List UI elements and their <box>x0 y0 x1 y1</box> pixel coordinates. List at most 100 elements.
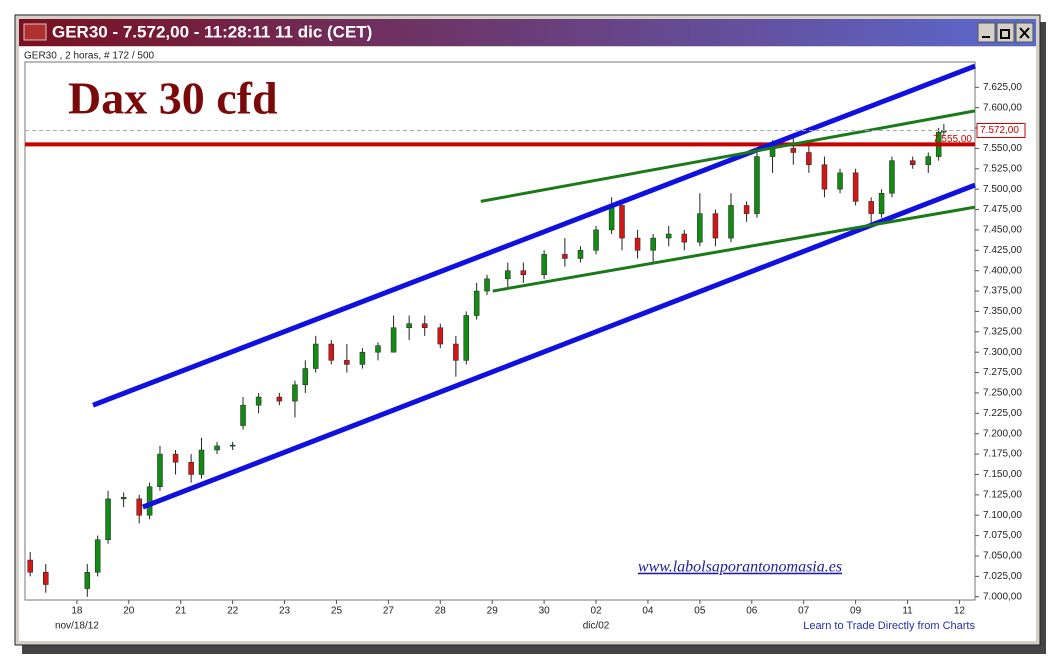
y-tick-label: 7.450,00 <box>983 225 1022 236</box>
x-tick-label: 07 <box>798 606 810 617</box>
candle-body <box>375 345 381 353</box>
trend-line <box>92 63 976 408</box>
x-tick-label: 23 <box>279 606 291 617</box>
candle-body <box>453 343 459 361</box>
candle-body <box>790 148 797 153</box>
candle-body <box>240 404 246 426</box>
y-tick-label: 7.525,00 <box>983 163 1022 174</box>
candle-body <box>390 327 397 353</box>
candle-body <box>328 343 335 361</box>
trend-line <box>480 109 976 203</box>
y-tick-label: 7.400,00 <box>983 265 1022 276</box>
candle-body <box>344 360 350 365</box>
candle-body <box>27 559 33 573</box>
footer-link[interactable]: Learn to Trade Directly from Charts <box>803 620 975 632</box>
y-tick-label: 7.275,00 <box>983 367 1022 378</box>
candle-body <box>619 205 625 239</box>
candle-body <box>136 498 142 516</box>
x-tick-label: 11 <box>902 606 913 617</box>
candle-body <box>505 270 511 280</box>
candle-body <box>681 233 688 243</box>
candle-body <box>754 156 760 214</box>
window-title: GER30 - 7.572,00 - 11:28:11 11 dic (CET) <box>52 22 372 41</box>
candle-body <box>473 290 480 316</box>
candle-body <box>255 396 262 406</box>
candle-body <box>743 205 750 214</box>
y-tick-label: 7.375,00 <box>983 286 1022 297</box>
candle-body <box>889 160 895 194</box>
minimize-button[interactable] <box>977 22 996 43</box>
candle-body <box>359 351 366 365</box>
y-tick-label: 7.550,00 <box>983 143 1022 154</box>
x-tick-label: 09 <box>850 606 862 617</box>
candle-body <box>302 368 309 386</box>
candle-body <box>562 254 568 259</box>
x-tick-label: 30 <box>539 606 551 617</box>
y-tick-label: 7.125,00 <box>983 489 1022 500</box>
y-tick-label: 7.200,00 <box>983 428 1022 439</box>
price-line-label: 7.555,00 <box>933 134 972 145</box>
candle-body <box>909 160 916 165</box>
candle-body <box>437 327 444 345</box>
y-tick-label: 7.300,00 <box>983 347 1022 358</box>
x-tick-label: 22 <box>227 606 239 617</box>
candle-body <box>728 205 734 239</box>
candle-body <box>172 453 179 463</box>
x-tick-label: 27 <box>383 606 395 617</box>
y-tick-label: 7.250,00 <box>983 388 1022 399</box>
candle-body <box>697 213 703 243</box>
candle-body <box>463 315 470 361</box>
x-tick-label: 06 <box>746 606 758 617</box>
window-button-icons <box>982 27 1030 39</box>
chart-area <box>19 47 1036 641</box>
plot: 7.000,00 7.025,00 7.050,00 7.075,00 7.100,00… <box>25 63 1026 632</box>
title-bar <box>19 19 1036 46</box>
candle-body <box>421 323 428 328</box>
plot-frame <box>24 61 976 601</box>
x-tick-label: 25 <box>331 606 343 617</box>
candle-body <box>925 156 932 165</box>
y-tick-label: 7.150,00 <box>983 469 1022 480</box>
x-tick-label: 12 <box>954 606 966 617</box>
candle-body <box>292 384 298 402</box>
x-tick-label: 29 <box>487 606 499 617</box>
x-tick-label: 02 <box>590 606 602 617</box>
x-tick-label: 28 <box>435 606 447 617</box>
restore-button[interactable] <box>996 22 1015 43</box>
candle-body <box>520 270 527 276</box>
candle-body <box>712 213 719 239</box>
y-tick-label: 7.350,00 <box>983 306 1022 317</box>
x-tick-label: 04 <box>642 606 654 617</box>
last-price-box <box>976 122 1026 138</box>
app-icon <box>23 23 47 41</box>
x-tick-label: 21 <box>175 606 187 617</box>
candle-body <box>593 229 599 251</box>
y-tick-label: 7.600,00 <box>983 102 1022 113</box>
trend-line <box>492 205 976 293</box>
x-tick-label: 18 <box>71 606 83 617</box>
x-period-label: dic/02 <box>583 621 610 632</box>
candle-body <box>852 172 859 202</box>
x-tick-label: 20 <box>123 606 135 617</box>
candle-body <box>878 192 885 214</box>
watermark[interactable]: www.labolsaporantonomasia.es <box>638 559 842 576</box>
y-tick-label: 7.500,00 <box>983 184 1022 195</box>
chart-subtitle: GER30 , 2 horas, # 172 / 500 <box>24 51 155 62</box>
candle-body <box>484 278 490 292</box>
x-tick-label: 05 <box>694 606 706 617</box>
y-tick-label: 7.225,00 <box>983 408 1022 419</box>
y-tick-label: 7.175,00 <box>983 449 1022 460</box>
candle-body <box>312 343 319 369</box>
y-tick-label: 7.625,00 <box>983 82 1022 93</box>
candle-body <box>406 323 412 328</box>
y-tick-label: 7.100,00 <box>983 510 1022 521</box>
chart-title: Dax 30 cfd <box>68 73 278 124</box>
candle-body <box>198 449 205 475</box>
candle-body <box>821 164 828 190</box>
y-tick-label: 7.025,00 <box>983 571 1022 582</box>
candle-body <box>188 461 194 475</box>
candle-body <box>214 445 220 451</box>
candle-body <box>806 152 812 165</box>
